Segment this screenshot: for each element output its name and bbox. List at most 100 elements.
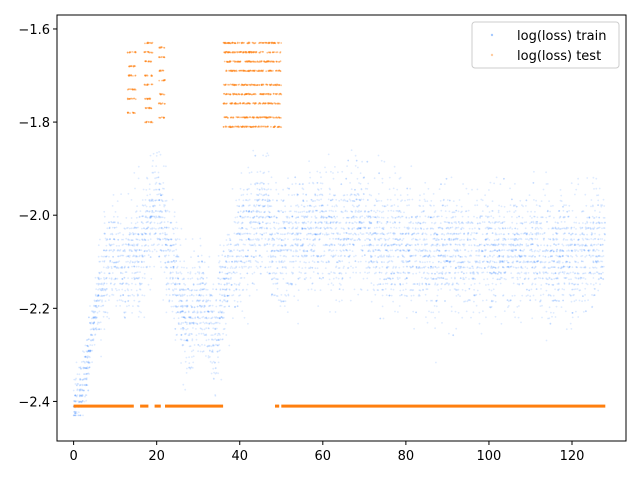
train-point [221,266,224,268]
train-point [489,259,492,262]
train-point [83,400,86,403]
train-point [461,243,464,246]
train-point [364,271,366,274]
train-point [185,356,188,359]
train-point [131,272,134,274]
train-point [156,238,159,241]
train-point [519,237,522,240]
train-point [224,295,227,297]
train-point [153,265,156,268]
train-point [232,317,234,320]
train-point [176,227,179,230]
train-point [357,204,360,207]
train-point [349,299,352,302]
train-point [211,310,214,313]
train-point [175,248,178,251]
train-point [347,232,350,235]
train-point [388,260,391,262]
train-point [207,344,210,347]
train-point [473,282,476,285]
train-point [584,193,587,196]
train-point [104,237,107,240]
train-point [568,232,570,235]
train-point [459,244,461,247]
train-point [152,205,154,207]
train-point [410,299,413,302]
train-point [352,222,354,225]
train-point [295,255,297,257]
train-point [76,373,79,376]
train-point [116,277,119,280]
train-point [566,272,568,275]
train-point [159,238,161,241]
train-point [147,220,150,223]
train-point [541,277,544,279]
train-point [237,243,240,246]
train-point [335,276,338,279]
train-point [156,151,158,154]
train-point [362,233,365,235]
train-point [538,254,541,257]
train-point [443,183,446,186]
train-point [335,204,338,207]
train-point [258,193,261,195]
train-point [100,328,102,330]
train-point [309,226,312,229]
train-point [441,232,444,235]
train-point [347,238,350,240]
train-point [509,226,512,229]
train-point [97,294,100,297]
train-point [450,310,453,313]
train-point [590,205,592,208]
train-point [268,243,271,246]
train-point [169,272,172,275]
train-point [319,171,321,174]
train-point [588,254,591,257]
train-point [103,232,106,235]
train-point [343,232,345,234]
train-point [464,255,466,258]
train-point [378,267,381,269]
train-point [434,327,436,330]
train-point [392,232,395,235]
train-point [542,188,545,191]
train-point [575,277,578,280]
train-point [428,254,431,257]
train-point [140,260,143,263]
train-point [414,244,417,247]
train-point [513,204,515,207]
train-point [96,311,99,314]
train-point [202,271,205,274]
train-point [464,300,467,303]
train-point [341,170,344,173]
train-point [168,210,171,213]
train-point [434,210,437,212]
train-point [296,226,299,229]
train-point [319,182,322,185]
train-point [531,317,534,320]
train-point [449,233,452,235]
train-point [279,249,282,252]
train-point [424,293,427,296]
train-point [466,300,469,303]
train-point [552,312,555,314]
train-point [424,261,426,264]
train-point [225,277,228,280]
train-point [301,210,304,213]
train-point [374,232,376,235]
train-point [108,299,110,301]
train-point [424,255,427,258]
train-point [139,282,141,285]
train-point [193,321,195,324]
train-point [259,254,261,257]
train-point [246,232,249,235]
train-point [325,243,327,246]
train-point [116,299,119,302]
train-point [155,228,157,230]
train-point [187,310,190,313]
train-point [354,233,357,235]
train-point [219,278,222,281]
train-point [173,317,176,320]
train-point [383,160,386,163]
train-point [381,227,384,230]
